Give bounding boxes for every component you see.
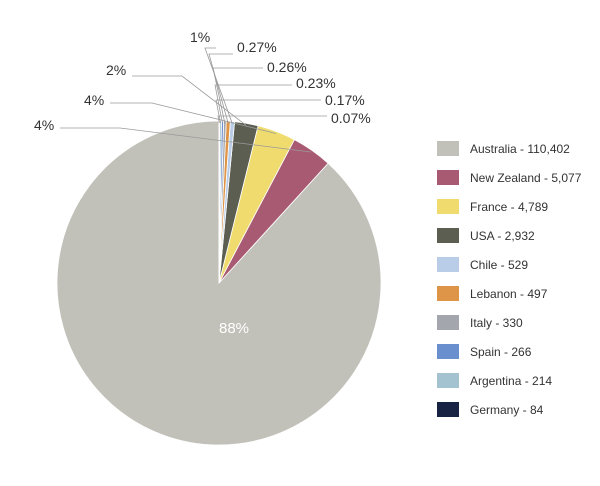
legend-label: Spain - 266 [470,345,532,359]
leader-line-france [110,102,277,134]
leader-line-argentina [215,99,321,124]
legend-swatch [437,228,459,243]
leader-line-usa [132,75,247,126]
percent-label-germany: 0.07% [331,110,371,126]
legend-swatch [437,286,459,301]
legend-label: Italy - 330 [470,316,523,330]
percent-label-spain: 0.23% [296,75,336,91]
leader-line-italy [212,67,263,124]
leader-line-chile [204,47,233,124]
legend-swatch [437,344,459,359]
legend-swatch [437,199,459,214]
leader-line-spain [214,84,292,124]
percent-label-lebanon: 0.27% [237,39,277,55]
legend-swatch [437,141,459,156]
leader-line-germany [217,115,327,124]
pie-slices [56,120,382,446]
percent-label-usa: 2% [106,62,126,78]
legend-label: Germany - 84 [470,403,544,417]
legend-swatch [437,402,459,417]
legend-label: New Zealand - 5,077 [470,171,582,185]
legend-swatch [437,257,459,272]
percent-label-chile: 1% [190,29,210,45]
legend-swatch [437,373,459,388]
legend-label: Chile - 529 [470,258,529,272]
legend-label: USA - 2,932 [470,229,535,243]
legend-label: Lebanon - 497 [470,287,548,301]
percent-label-italy: 0.26% [267,59,307,75]
legend-swatch [437,315,459,330]
legend-swatch [437,170,459,185]
percent-label-argentina: 0.17% [325,92,365,108]
legend-label: Argentina - 214 [470,374,553,388]
legend-label: Australia - 110,402 [470,142,570,156]
leader-line-new-zealand [60,127,311,153]
percent-label-france: 4% [84,92,104,108]
percent-label-new-zealand: 4% [34,117,54,133]
percent-labels: 88%4%4%2%1%0.27%0.26%0.23%0.17%0.07% [34,29,371,337]
leader-lines [60,47,327,153]
legend-label: France - 4,789 [470,200,549,214]
percent-label-australia: 88% [219,320,249,337]
